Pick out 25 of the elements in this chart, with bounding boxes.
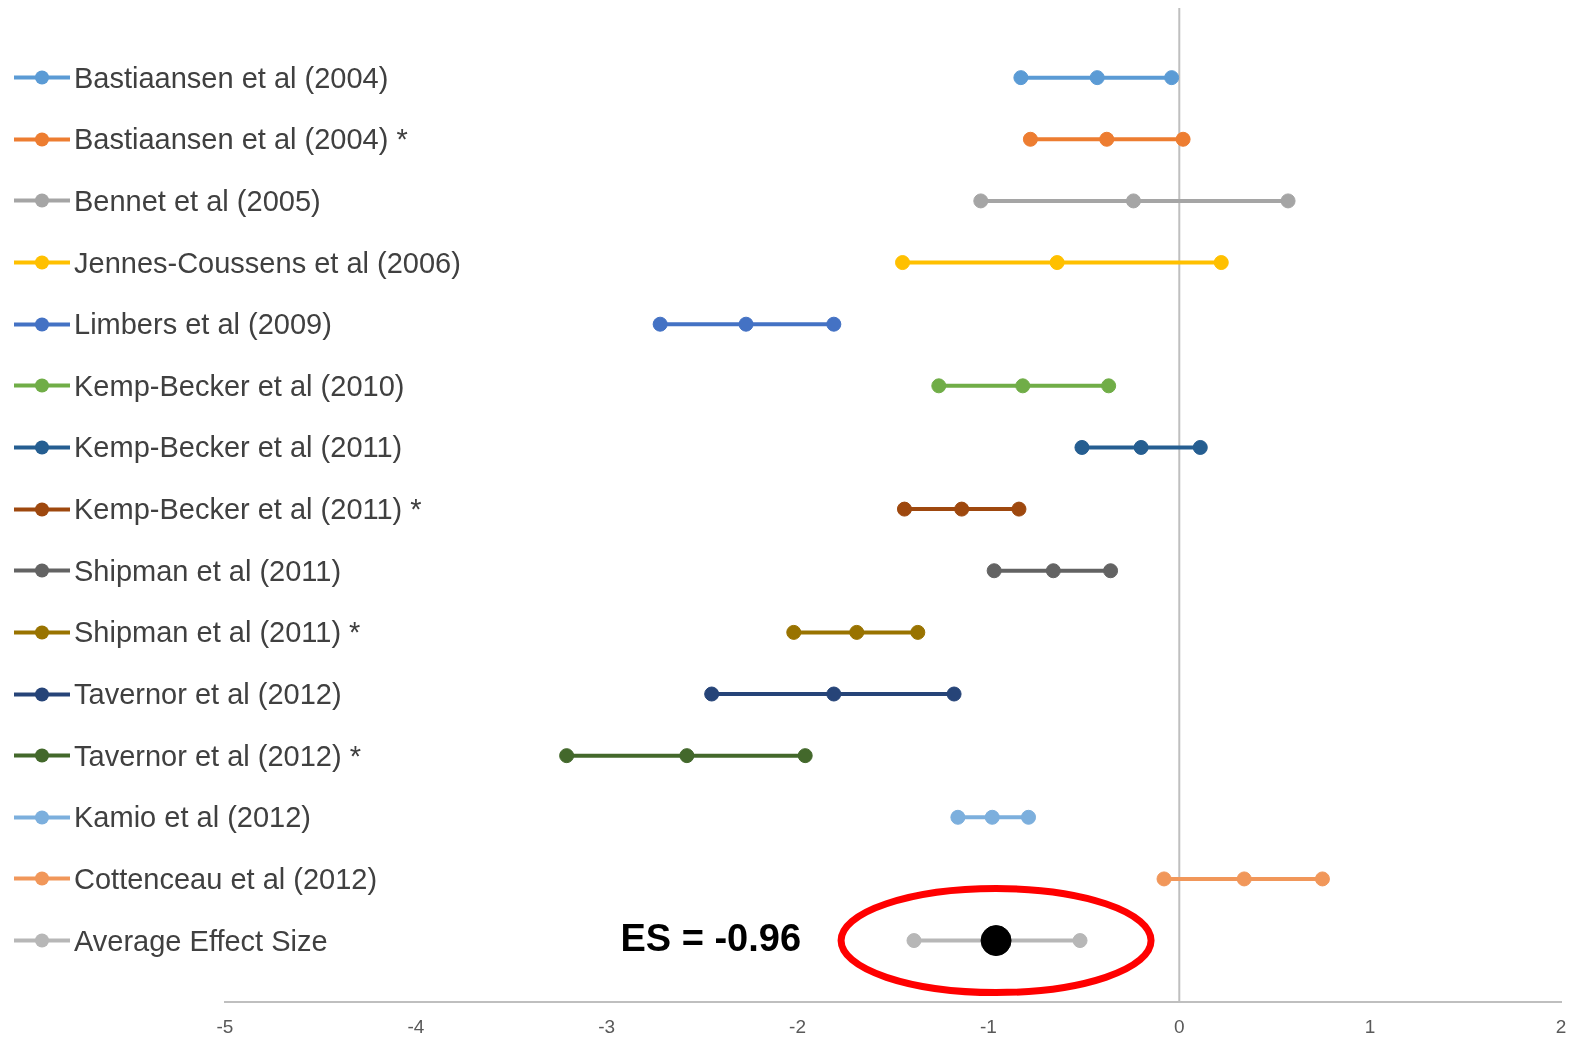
y-tick-label: Shipman et al (2011) * bbox=[74, 615, 361, 649]
x-tick-label: 1 bbox=[1364, 1015, 1376, 1037]
y-tick-label: Tavernor et al (2012) * bbox=[74, 739, 361, 773]
y-tick-label: Bastiaansen et al (2004) * bbox=[74, 122, 408, 156]
y-tick-label: Kamio et al (2012) bbox=[74, 800, 311, 834]
y-tick-label: Jennes-Coussens et al (2006) bbox=[74, 246, 461, 280]
y-tick-label: Limbers et al (2009) bbox=[74, 307, 332, 341]
y-tick-label: Tavernor et al (2012) bbox=[74, 677, 342, 711]
y-tick-label: Kemp-Becker et al (2011) bbox=[74, 430, 403, 464]
annotation: ES = -0.96 bbox=[620, 917, 802, 960]
x-tick-label: -2 bbox=[789, 1015, 807, 1037]
x-tick-label: -5 bbox=[216, 1015, 234, 1037]
y-tick-label: Average Effect Size bbox=[74, 924, 328, 958]
y-tick-label: Bennet et al (2005) bbox=[74, 184, 321, 218]
y-tick-label: Shipman et al (2011) bbox=[74, 554, 342, 588]
y-tick-label: Cottenceau et al (2012) bbox=[74, 862, 378, 896]
x-tick-label: -4 bbox=[407, 1015, 425, 1037]
x-tick-label: 2 bbox=[1555, 1015, 1567, 1037]
y-tick-label: Kemp-Becker et al (2011) * bbox=[74, 492, 422, 526]
point bbox=[980, 925, 1012, 957]
x-tick-label: -3 bbox=[598, 1015, 616, 1037]
x-tick-label: -1 bbox=[979, 1015, 997, 1037]
x-tick-label: 0 bbox=[1174, 1015, 1185, 1037]
y-tick-label: Kemp-Becker et al (2010) bbox=[74, 369, 405, 403]
y-tick-label: Bastiaansen et al (2004) bbox=[74, 61, 389, 95]
